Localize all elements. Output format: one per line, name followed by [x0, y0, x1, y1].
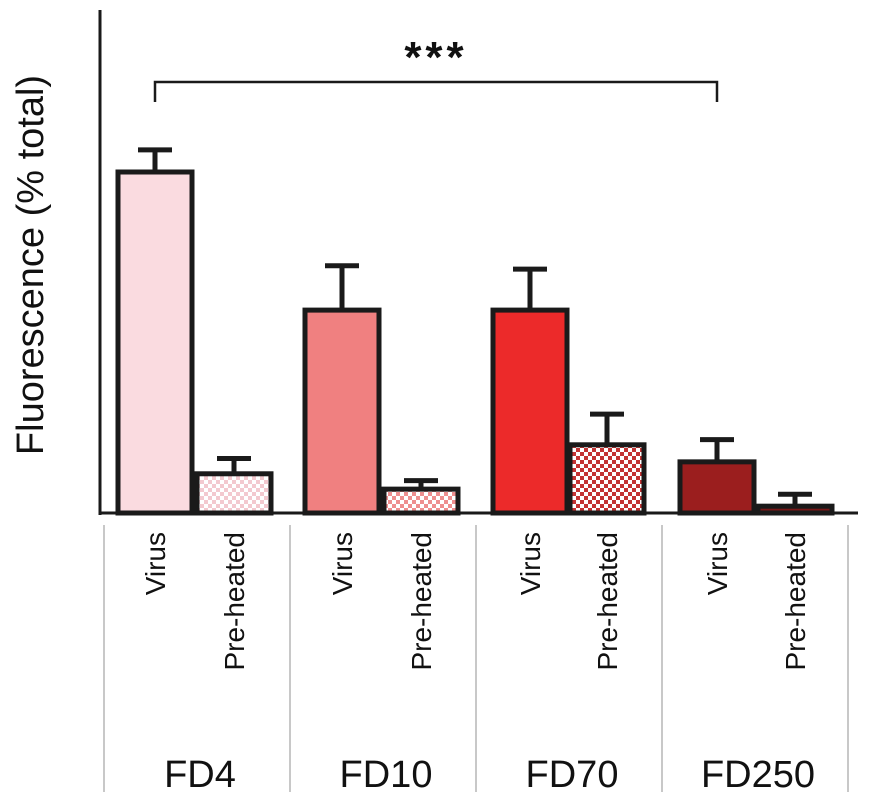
bar-fd250-virus	[677, 459, 757, 516]
group-label: FD250	[701, 754, 815, 796]
plot-area: Fluorescence (% total) Virus Pre-heated FD4…	[10, 10, 858, 796]
significance-bracket	[153, 80, 719, 102]
bar-fd70-pre-heated	[567, 442, 647, 516]
bar-fd250-pre-heated	[755, 503, 835, 516]
category-label: Pre-heated	[592, 532, 623, 671]
group-label: FD10	[340, 754, 433, 796]
significance-label: ***	[404, 33, 467, 82]
y-axis-label: Fluorescence (% total)	[10, 75, 52, 455]
group-label: FD4	[164, 754, 236, 796]
category-label: Virus	[140, 532, 171, 595]
bar-fd70-virus	[490, 307, 570, 516]
category-label: Pre-heated	[780, 532, 811, 671]
category-label: Pre-heated	[406, 532, 437, 671]
group-label: FD70	[526, 754, 619, 796]
bar-fd4-virus	[115, 169, 195, 516]
bar-fd10-virus	[302, 307, 382, 516]
category-label: Virus	[327, 532, 358, 595]
category-label: Virus	[702, 532, 733, 595]
bar-fd10-pre-heated	[381, 486, 461, 516]
category-label: Virus	[515, 532, 546, 595]
category-label: Pre-heated	[219, 532, 250, 671]
bar-fd4-pre-heated	[194, 471, 274, 516]
